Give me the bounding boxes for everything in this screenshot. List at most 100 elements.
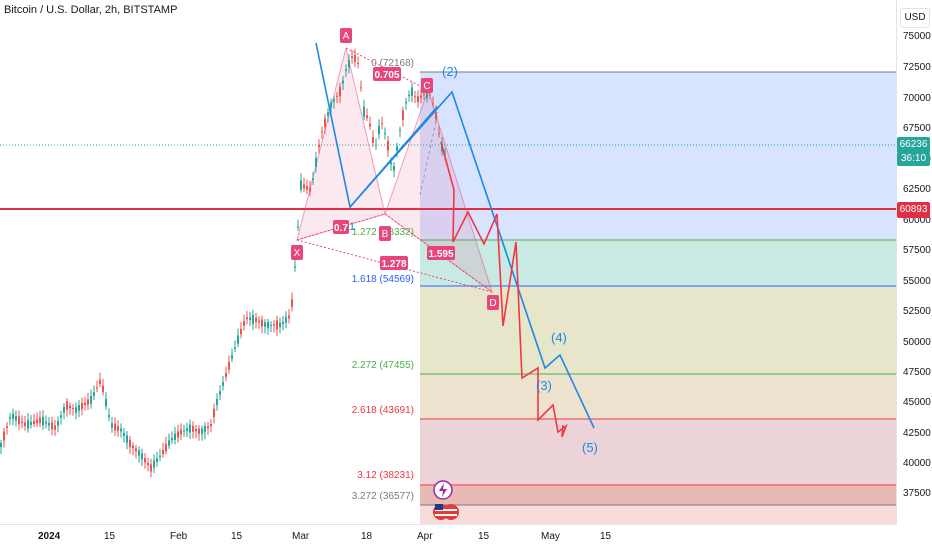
candle-body <box>81 402 83 410</box>
candle-body <box>135 448 137 452</box>
candle-body <box>63 406 65 413</box>
fib-label-3272: 3.272 (36577) <box>352 491 414 502</box>
point-a-badge <box>340 28 352 43</box>
fib-zone-5 <box>420 419 896 485</box>
candle-body <box>291 299 293 307</box>
candle-body <box>384 133 386 135</box>
candle-body <box>354 54 356 62</box>
time-axis[interactable]: 2024 15 Feb 15 Mar 18 Apr 15 May 15 <box>0 524 896 551</box>
candle-body <box>273 324 275 326</box>
candle-body <box>375 144 377 146</box>
candle-body <box>279 322 281 328</box>
candle-body <box>165 443 167 452</box>
time-tick: Apr <box>417 531 433 542</box>
us-flag-icon[interactable] <box>433 504 459 520</box>
candle-body <box>138 450 140 456</box>
candle-body <box>399 129 401 131</box>
candle-body <box>84 402 86 406</box>
candle-body <box>15 416 17 421</box>
candle-body <box>177 431 179 438</box>
chart-title: Bitcoin / U.S. Dollar, 2h, BITSTAMP <box>4 4 178 16</box>
wave-label-1: 1 <box>349 221 355 233</box>
candle-body <box>393 166 395 171</box>
wave-label-3: (3) <box>536 378 552 393</box>
ratio-ac-label: 0.705 <box>374 70 399 81</box>
fib-label-2618: 2.618 (43691) <box>352 405 414 416</box>
candle-body <box>312 178 314 180</box>
point-d-label: D <box>489 298 496 309</box>
candle-body <box>345 69 347 71</box>
candle-body <box>57 420 59 426</box>
fib-label-312: 3.12 (38231) <box>357 470 414 481</box>
candle-body <box>363 106 365 117</box>
candle-body <box>36 419 38 424</box>
candle-body <box>324 118 326 128</box>
candle-body <box>252 315 254 324</box>
candle-body <box>417 96 419 103</box>
price-tick: 75000 <box>903 31 931 42</box>
time-tick: Feb <box>170 531 188 542</box>
candle-body <box>66 401 68 410</box>
fib-label-1618: 1.618 (54569) <box>352 274 414 285</box>
candle-body <box>27 420 29 429</box>
point-a-label: A <box>343 31 350 42</box>
candle-body <box>297 226 299 228</box>
candle-body <box>429 94 431 96</box>
candle-body <box>216 399 218 405</box>
candle-body <box>231 355 233 359</box>
candle-body <box>120 428 122 432</box>
candle-body <box>294 266 296 268</box>
currency-button[interactable]: USD <box>900 8 930 28</box>
candle-body <box>3 431 5 441</box>
candle-body <box>267 321 269 329</box>
candle-body <box>414 96 416 98</box>
candle-body <box>30 421 32 425</box>
time-tick: 15 <box>231 531 243 542</box>
price-tick: 52500 <box>903 306 931 317</box>
price-axis[interactable]: 7500072500700006750065000625006000057500… <box>896 0 932 524</box>
candle-body <box>282 321 284 325</box>
fib-label-2272: 2.272 (47455) <box>352 360 414 371</box>
candle-body <box>348 59 350 68</box>
time-tick: 18 <box>361 531 373 542</box>
candle-body <box>237 335 239 344</box>
candle-body <box>246 317 248 320</box>
candle-body <box>144 458 146 463</box>
fib-zone-4 <box>420 374 896 419</box>
candle-body <box>99 379 101 385</box>
candle-body <box>255 317 257 323</box>
candle-body <box>336 95 338 97</box>
candle-body <box>6 426 8 428</box>
candle-body <box>372 137 374 143</box>
candle-body <box>12 413 14 419</box>
candle-body <box>150 464 152 472</box>
fib-zone-1 <box>420 72 896 240</box>
candle-body <box>234 347 236 349</box>
wave-dashed <box>419 111 439 196</box>
fib-zone-2 <box>420 240 896 286</box>
candle-body <box>405 101 407 104</box>
candles <box>0 48 446 478</box>
candle-body <box>219 391 221 395</box>
candle-body <box>123 433 125 436</box>
price-tick: 67500 <box>903 123 931 134</box>
candle-body <box>189 424 191 433</box>
time-tick: 15 <box>478 531 490 542</box>
candle-body <box>174 433 176 440</box>
time-tick: 15 <box>600 531 612 542</box>
chart-pane[interactable]: 0 (72168) 1.272 (58332) 1.618 (54569) 2.… <box>0 0 896 524</box>
candle-body <box>288 315 290 319</box>
candle-body <box>402 110 404 120</box>
wave-label-4: (4) <box>551 330 567 345</box>
candle-body <box>378 125 380 135</box>
candle-body <box>315 158 317 167</box>
candle-body <box>147 463 149 466</box>
candle-body <box>183 430 185 432</box>
candle-body <box>72 408 74 410</box>
candle-body <box>390 162 392 165</box>
current-price-badge: 66236 <box>897 137 930 153</box>
candle-body <box>153 460 155 468</box>
candle-body <box>261 319 263 327</box>
candle-body <box>126 435 128 443</box>
candle-body <box>132 445 134 449</box>
